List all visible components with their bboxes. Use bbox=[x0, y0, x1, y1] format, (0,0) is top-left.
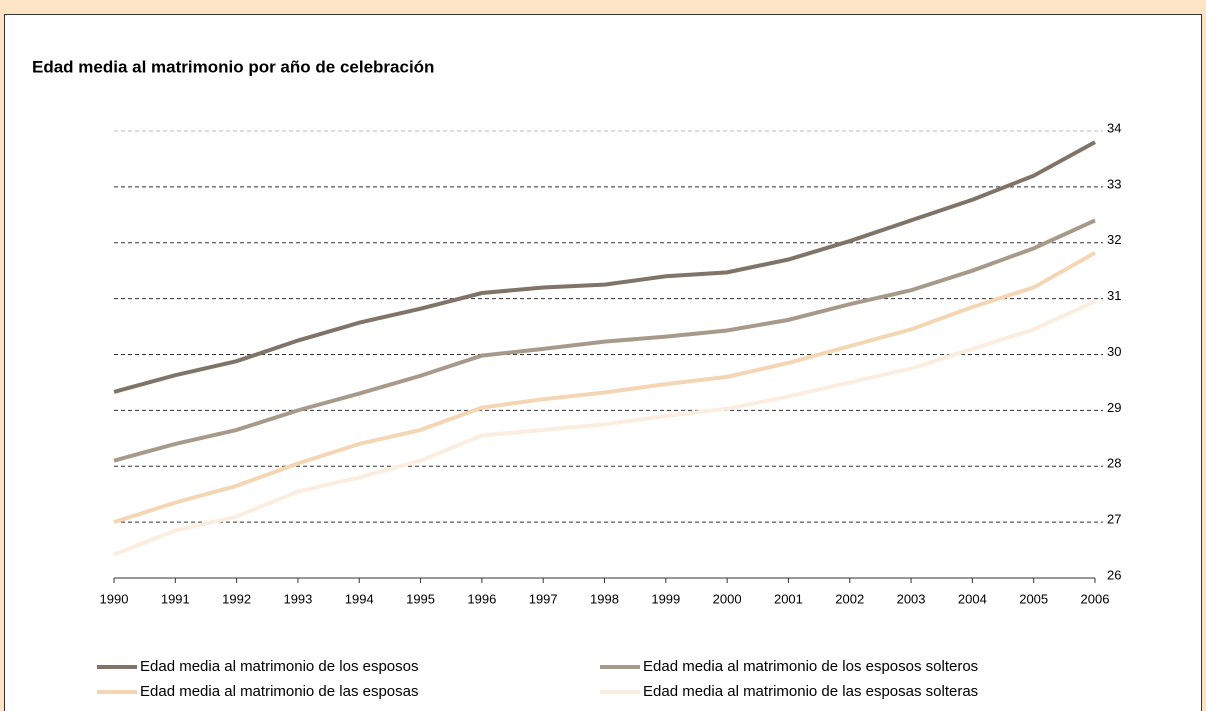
x-tick-label: 2005 bbox=[1019, 591, 1048, 606]
y-tick-label: 32 bbox=[1107, 232, 1121, 247]
x-tick-label: 1995 bbox=[406, 591, 435, 606]
x-tick-label: 1999 bbox=[651, 591, 680, 606]
x-tick-label: 1994 bbox=[345, 591, 374, 606]
y-tick-label: 26 bbox=[1107, 567, 1121, 582]
series-line bbox=[113, 299, 1096, 557]
legend-label: Edad media al matrimonio de los esposos … bbox=[643, 658, 978, 675]
x-tick-label: 1991 bbox=[161, 591, 190, 606]
legend-label: Edad media al matrimonio de las esposas bbox=[140, 683, 418, 700]
legend-label: Edad media al matrimonio de las esposas … bbox=[643, 683, 978, 700]
legend-label: Edad media al matrimonio de los esposos bbox=[140, 658, 418, 675]
series-line bbox=[113, 251, 1096, 525]
series-line bbox=[113, 218, 1096, 463]
x-tick-label: 2004 bbox=[958, 591, 987, 606]
y-tick-label: 33 bbox=[1107, 176, 1121, 191]
x-tick-label: 2002 bbox=[835, 591, 864, 606]
y-tick-label: 31 bbox=[1107, 288, 1121, 303]
x-tick-label: 2006 bbox=[1081, 591, 1110, 606]
y-tick-label: 29 bbox=[1107, 400, 1121, 415]
y-tick-label: 30 bbox=[1107, 344, 1121, 359]
x-tick-label: 1998 bbox=[590, 591, 619, 606]
x-tick-label: 1993 bbox=[283, 591, 312, 606]
panel bbox=[4, 14, 1202, 711]
x-tick-label: 1997 bbox=[529, 591, 558, 606]
y-tick-label: 34 bbox=[1107, 120, 1121, 135]
y-tick-label: 27 bbox=[1107, 512, 1121, 527]
x-tick-label: 1996 bbox=[467, 591, 496, 606]
series-line bbox=[113, 140, 1096, 394]
x-tick-label: 2001 bbox=[774, 591, 803, 606]
x-tick-label: 2000 bbox=[713, 591, 742, 606]
y-tick-label: 28 bbox=[1107, 456, 1121, 471]
chart-title: Edad media al matrimonio por año de cele… bbox=[32, 57, 434, 76]
x-tick-label: 1992 bbox=[222, 591, 251, 606]
x-tick-label: 1990 bbox=[100, 591, 129, 606]
x-tick-label: 2003 bbox=[897, 591, 926, 606]
